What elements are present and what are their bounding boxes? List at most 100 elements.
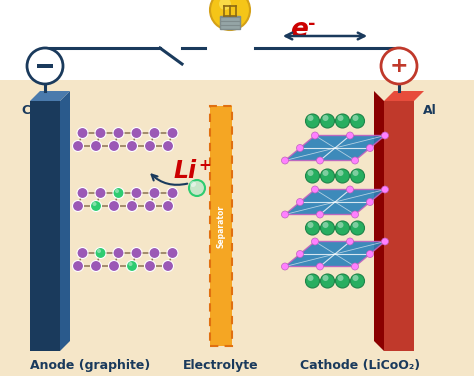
Circle shape [282, 263, 289, 270]
Bar [30, 101, 60, 351]
Circle shape [190, 181, 196, 187]
Polygon shape [374, 91, 384, 351]
Circle shape [127, 261, 137, 271]
Circle shape [353, 170, 358, 176]
Circle shape [149, 127, 160, 138]
Circle shape [73, 200, 83, 211]
Circle shape [381, 48, 417, 84]
Circle shape [167, 247, 178, 259]
Circle shape [337, 170, 344, 176]
Text: -: - [308, 15, 316, 33]
Text: e: e [290, 17, 308, 43]
Circle shape [113, 247, 124, 259]
Polygon shape [285, 135, 385, 161]
Circle shape [95, 188, 106, 199]
Circle shape [366, 144, 374, 152]
Circle shape [308, 222, 313, 228]
Circle shape [113, 127, 124, 138]
Circle shape [320, 114, 335, 128]
Circle shape [219, 0, 231, 10]
Polygon shape [285, 190, 385, 214]
Circle shape [308, 115, 313, 121]
Circle shape [163, 141, 173, 152]
Circle shape [127, 141, 137, 152]
Circle shape [77, 127, 88, 138]
Circle shape [109, 261, 119, 271]
Circle shape [306, 274, 319, 288]
Circle shape [131, 247, 142, 259]
Circle shape [306, 169, 319, 183]
Circle shape [92, 202, 97, 206]
Circle shape [109, 200, 119, 211]
Circle shape [113, 188, 124, 199]
Circle shape [27, 48, 63, 84]
Circle shape [350, 114, 365, 128]
Circle shape [317, 211, 323, 218]
Circle shape [131, 127, 142, 138]
Circle shape [311, 132, 319, 139]
Circle shape [352, 157, 358, 164]
Circle shape [317, 157, 323, 164]
Circle shape [317, 263, 323, 270]
Bar [384, 101, 414, 351]
Circle shape [337, 275, 344, 281]
FancyBboxPatch shape [210, 106, 232, 346]
Circle shape [350, 221, 365, 235]
Circle shape [163, 261, 173, 271]
Circle shape [353, 275, 358, 281]
Circle shape [346, 186, 354, 193]
Circle shape [382, 186, 389, 193]
Circle shape [73, 261, 83, 271]
Circle shape [320, 274, 335, 288]
Text: Cathode (LiCoO₂): Cathode (LiCoO₂) [300, 359, 420, 373]
Circle shape [306, 221, 319, 235]
Circle shape [95, 127, 106, 138]
Circle shape [352, 211, 358, 218]
Bar [0, 80, 474, 376]
Circle shape [167, 127, 178, 138]
Circle shape [320, 169, 335, 183]
Bar [220, 16, 240, 29]
Circle shape [77, 247, 88, 259]
Circle shape [127, 200, 137, 211]
Circle shape [149, 247, 160, 259]
Text: Anode (graphite): Anode (graphite) [30, 359, 150, 373]
Text: Separator: Separator [217, 205, 226, 247]
Circle shape [353, 115, 358, 121]
Text: Electrolyte: Electrolyte [183, 359, 259, 373]
Circle shape [352, 263, 358, 270]
Circle shape [282, 211, 289, 218]
Circle shape [77, 188, 88, 199]
Circle shape [95, 247, 106, 259]
Circle shape [189, 180, 205, 196]
Circle shape [131, 188, 142, 199]
Circle shape [167, 188, 178, 199]
Circle shape [382, 132, 389, 139]
Circle shape [297, 144, 303, 152]
Circle shape [145, 200, 155, 211]
Circle shape [350, 169, 365, 183]
Circle shape [163, 200, 173, 211]
Circle shape [115, 189, 119, 193]
Circle shape [322, 222, 328, 228]
Circle shape [145, 141, 155, 152]
Circle shape [353, 222, 358, 228]
Polygon shape [285, 241, 385, 267]
Circle shape [210, 0, 250, 30]
Text: +: + [390, 56, 408, 76]
Polygon shape [384, 91, 424, 101]
Circle shape [91, 261, 101, 271]
Circle shape [308, 170, 313, 176]
Text: Cu: Cu [21, 105, 39, 117]
Circle shape [366, 199, 374, 206]
Circle shape [320, 221, 335, 235]
Circle shape [149, 188, 160, 199]
Circle shape [322, 275, 328, 281]
Circle shape [311, 186, 319, 193]
Circle shape [336, 114, 349, 128]
Circle shape [297, 250, 303, 258]
Circle shape [297, 199, 303, 206]
Circle shape [109, 141, 119, 152]
Polygon shape [60, 91, 70, 351]
Text: Al: Al [423, 105, 437, 117]
